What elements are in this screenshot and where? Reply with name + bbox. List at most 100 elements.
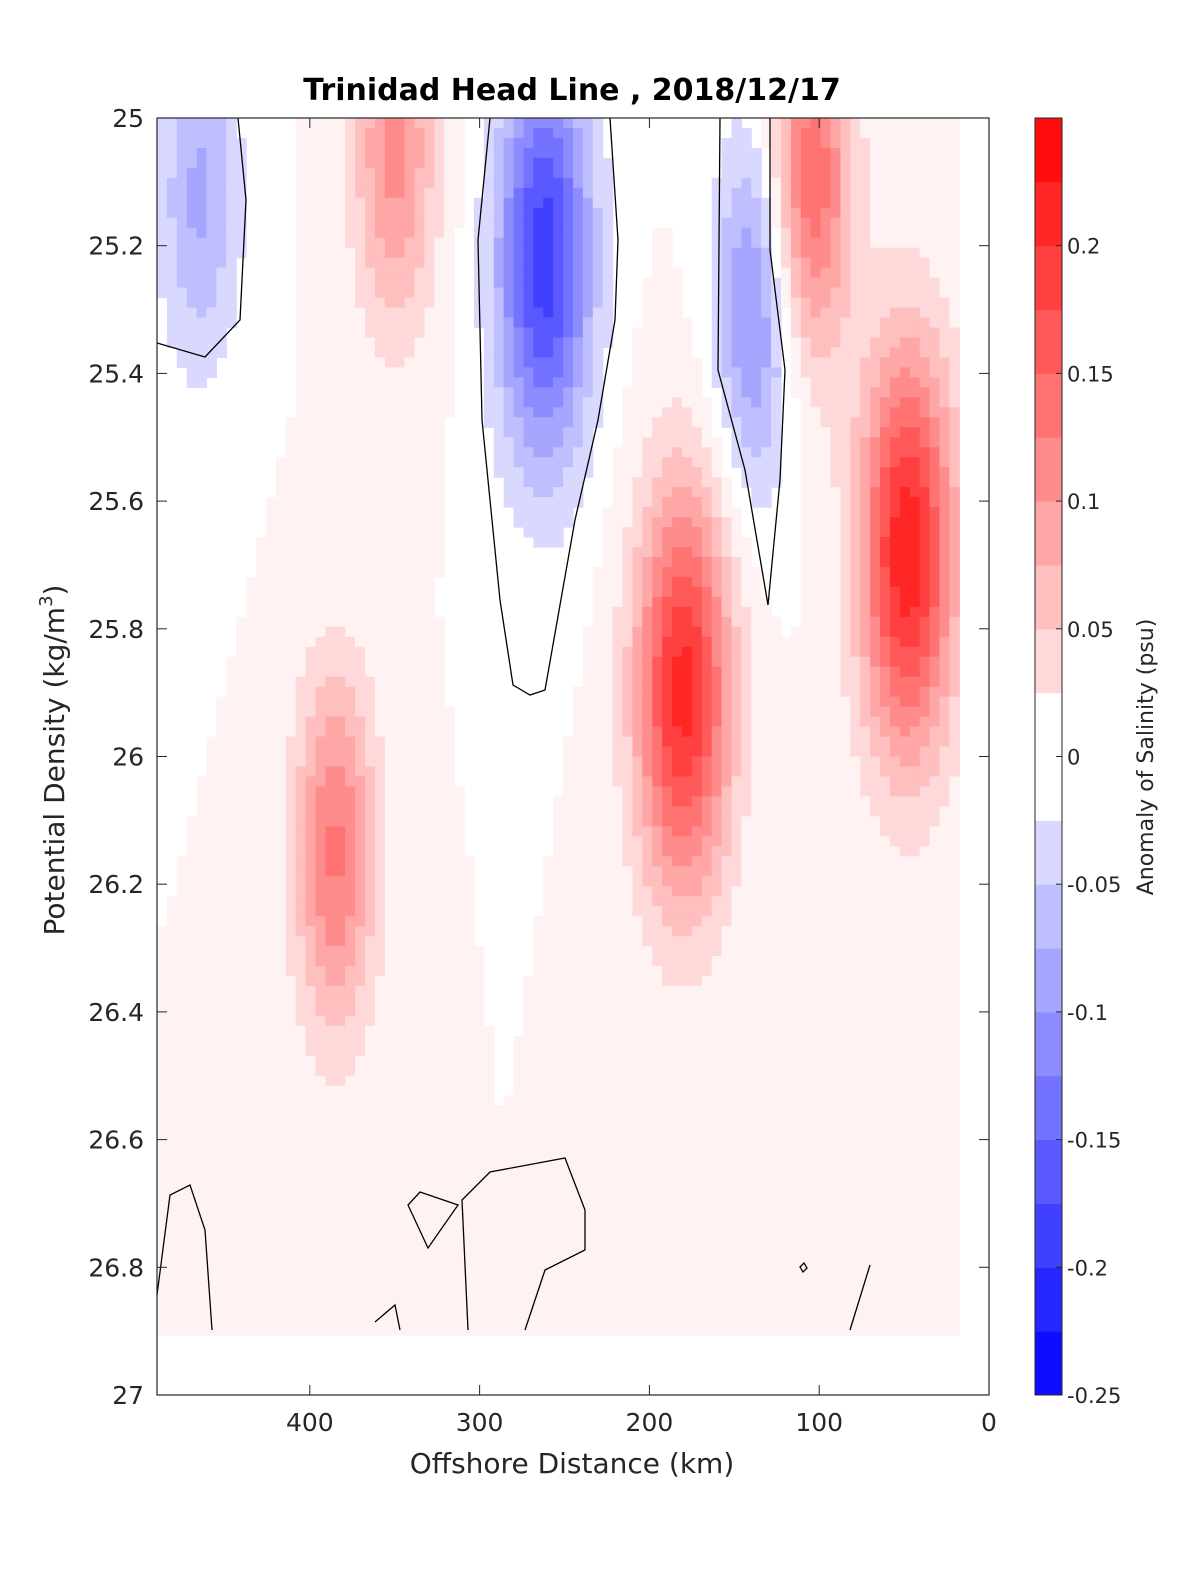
field-cell bbox=[315, 906, 326, 917]
field-cell bbox=[612, 816, 624, 827]
field-cell bbox=[414, 1285, 426, 1296]
field-cell bbox=[176, 207, 188, 219]
field-cell bbox=[602, 596, 614, 608]
field-cell bbox=[642, 726, 653, 738]
field-cell bbox=[622, 497, 634, 508]
field-cell bbox=[157, 197, 168, 209]
field-cell bbox=[394, 646, 406, 658]
field-cell bbox=[295, 147, 307, 159]
field-cell bbox=[632, 995, 643, 1007]
field-cell bbox=[424, 1065, 435, 1077]
field-cell bbox=[246, 1205, 257, 1217]
field-cell bbox=[256, 1035, 267, 1047]
field-cell bbox=[345, 956, 356, 967]
field-cell bbox=[325, 716, 336, 728]
field-cell bbox=[444, 836, 455, 847]
field-cell bbox=[305, 147, 317, 159]
field-cell bbox=[553, 237, 564, 249]
field-cell bbox=[265, 1255, 277, 1266]
field-cell bbox=[553, 826, 564, 837]
field-cell bbox=[256, 826, 267, 837]
field-cell bbox=[434, 916, 445, 927]
field-cell bbox=[563, 1235, 574, 1246]
field-cell bbox=[493, 357, 505, 369]
field-cell bbox=[414, 906, 426, 917]
field-cell bbox=[612, 517, 624, 528]
field-cell bbox=[483, 337, 495, 349]
field-cell bbox=[315, 616, 326, 628]
field-cell bbox=[335, 377, 346, 388]
field-cell bbox=[206, 1005, 218, 1017]
field-cell bbox=[444, 1195, 455, 1207]
field-cell bbox=[582, 127, 594, 139]
field-cell bbox=[424, 606, 435, 618]
field-cell bbox=[196, 277, 208, 289]
field-cell bbox=[642, 1115, 653, 1127]
field-cell bbox=[256, 946, 267, 957]
field-cell bbox=[652, 966, 663, 977]
field-cell bbox=[503, 487, 515, 498]
field-cell bbox=[513, 1275, 525, 1286]
field-cell bbox=[513, 517, 525, 528]
field-cell bbox=[602, 1125, 614, 1137]
field-cell bbox=[632, 806, 643, 817]
field-cell bbox=[305, 1245, 317, 1256]
field-cell bbox=[315, 217, 326, 229]
field-cell bbox=[602, 307, 614, 319]
field-cell bbox=[384, 467, 396, 478]
field-cell bbox=[592, 716, 604, 728]
field-cell bbox=[592, 1155, 604, 1167]
field-cell bbox=[632, 1075, 643, 1087]
field-cell bbox=[642, 487, 653, 498]
field-cell bbox=[483, 387, 495, 398]
field-cell bbox=[355, 726, 366, 738]
field-cell bbox=[414, 876, 426, 887]
field-cell bbox=[365, 616, 376, 628]
field-cell bbox=[573, 1285, 584, 1296]
field-cell bbox=[166, 227, 178, 239]
field-cell bbox=[335, 1235, 346, 1246]
field-cell bbox=[275, 1085, 287, 1097]
field-cell bbox=[553, 926, 564, 937]
field-cell bbox=[632, 906, 643, 917]
field-cell bbox=[642, 1095, 653, 1107]
field-cell bbox=[216, 267, 227, 279]
field-cell bbox=[592, 1045, 604, 1057]
field-cell bbox=[315, 1275, 326, 1286]
field-cell bbox=[166, 1295, 178, 1306]
field-cell bbox=[226, 926, 237, 937]
field-cell bbox=[424, 1265, 435, 1276]
field-cell bbox=[374, 457, 386, 468]
field-cell bbox=[434, 946, 445, 957]
field-cell bbox=[602, 656, 614, 668]
field-cell bbox=[186, 1315, 198, 1326]
field-cell bbox=[206, 357, 218, 369]
field-cell bbox=[365, 527, 376, 538]
field-cell bbox=[642, 1275, 653, 1286]
field-cell bbox=[216, 846, 227, 857]
field-cell bbox=[662, 726, 673, 738]
field-cell bbox=[345, 447, 356, 458]
field-cell bbox=[642, 1005, 653, 1017]
field-cell bbox=[414, 1085, 426, 1097]
field-cell bbox=[166, 1055, 178, 1067]
field-cell bbox=[295, 946, 307, 957]
field-cell bbox=[265, 946, 277, 957]
field-cell bbox=[493, 317, 505, 329]
field-cell bbox=[652, 826, 663, 837]
field-cell bbox=[672, 666, 683, 678]
field-cell bbox=[256, 1295, 267, 1306]
field-cell bbox=[573, 237, 584, 249]
field-cell bbox=[335, 906, 346, 917]
field-cell bbox=[652, 297, 663, 309]
field-cell bbox=[404, 836, 416, 847]
field-cell bbox=[315, 527, 326, 538]
field-cell bbox=[365, 367, 376, 378]
field-cell bbox=[384, 137, 396, 149]
field-cell bbox=[384, 886, 396, 897]
field-cell bbox=[325, 766, 336, 778]
field-cell bbox=[374, 267, 386, 279]
field-cell bbox=[216, 1085, 227, 1097]
field-cell bbox=[573, 427, 584, 438]
field-cell bbox=[216, 706, 227, 718]
